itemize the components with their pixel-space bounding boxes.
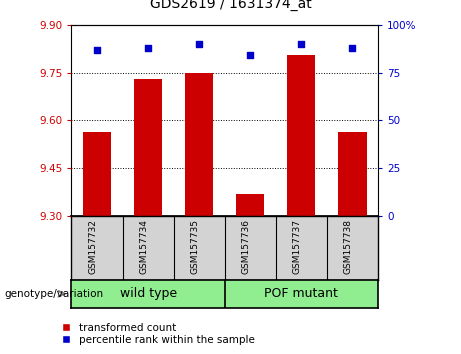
Text: GSM157735: GSM157735 [190,219,199,274]
Bar [83,131,111,216]
Point [195,41,203,47]
Text: GSM157736: GSM157736 [241,219,250,274]
Point [298,41,305,47]
Text: GSM157738: GSM157738 [343,219,353,274]
Bar [134,79,162,216]
Point [247,52,254,58]
Bar [338,131,366,216]
Text: GSM157732: GSM157732 [88,219,97,274]
Text: GSM157737: GSM157737 [292,219,301,274]
Point [144,45,152,51]
Text: GSM157734: GSM157734 [139,219,148,274]
Text: genotype/variation: genotype/variation [5,289,104,299]
Bar [287,55,315,216]
Text: POF mutant: POF mutant [265,287,338,300]
Bar [185,73,213,216]
Text: GDS2619 / 1631374_at: GDS2619 / 1631374_at [150,0,311,11]
Text: wild type: wild type [119,287,177,300]
Point [93,47,100,52]
Legend: transformed count, percentile rank within the sample: transformed count, percentile rank withi… [51,318,260,349]
Bar [236,194,264,216]
Point [349,45,356,51]
